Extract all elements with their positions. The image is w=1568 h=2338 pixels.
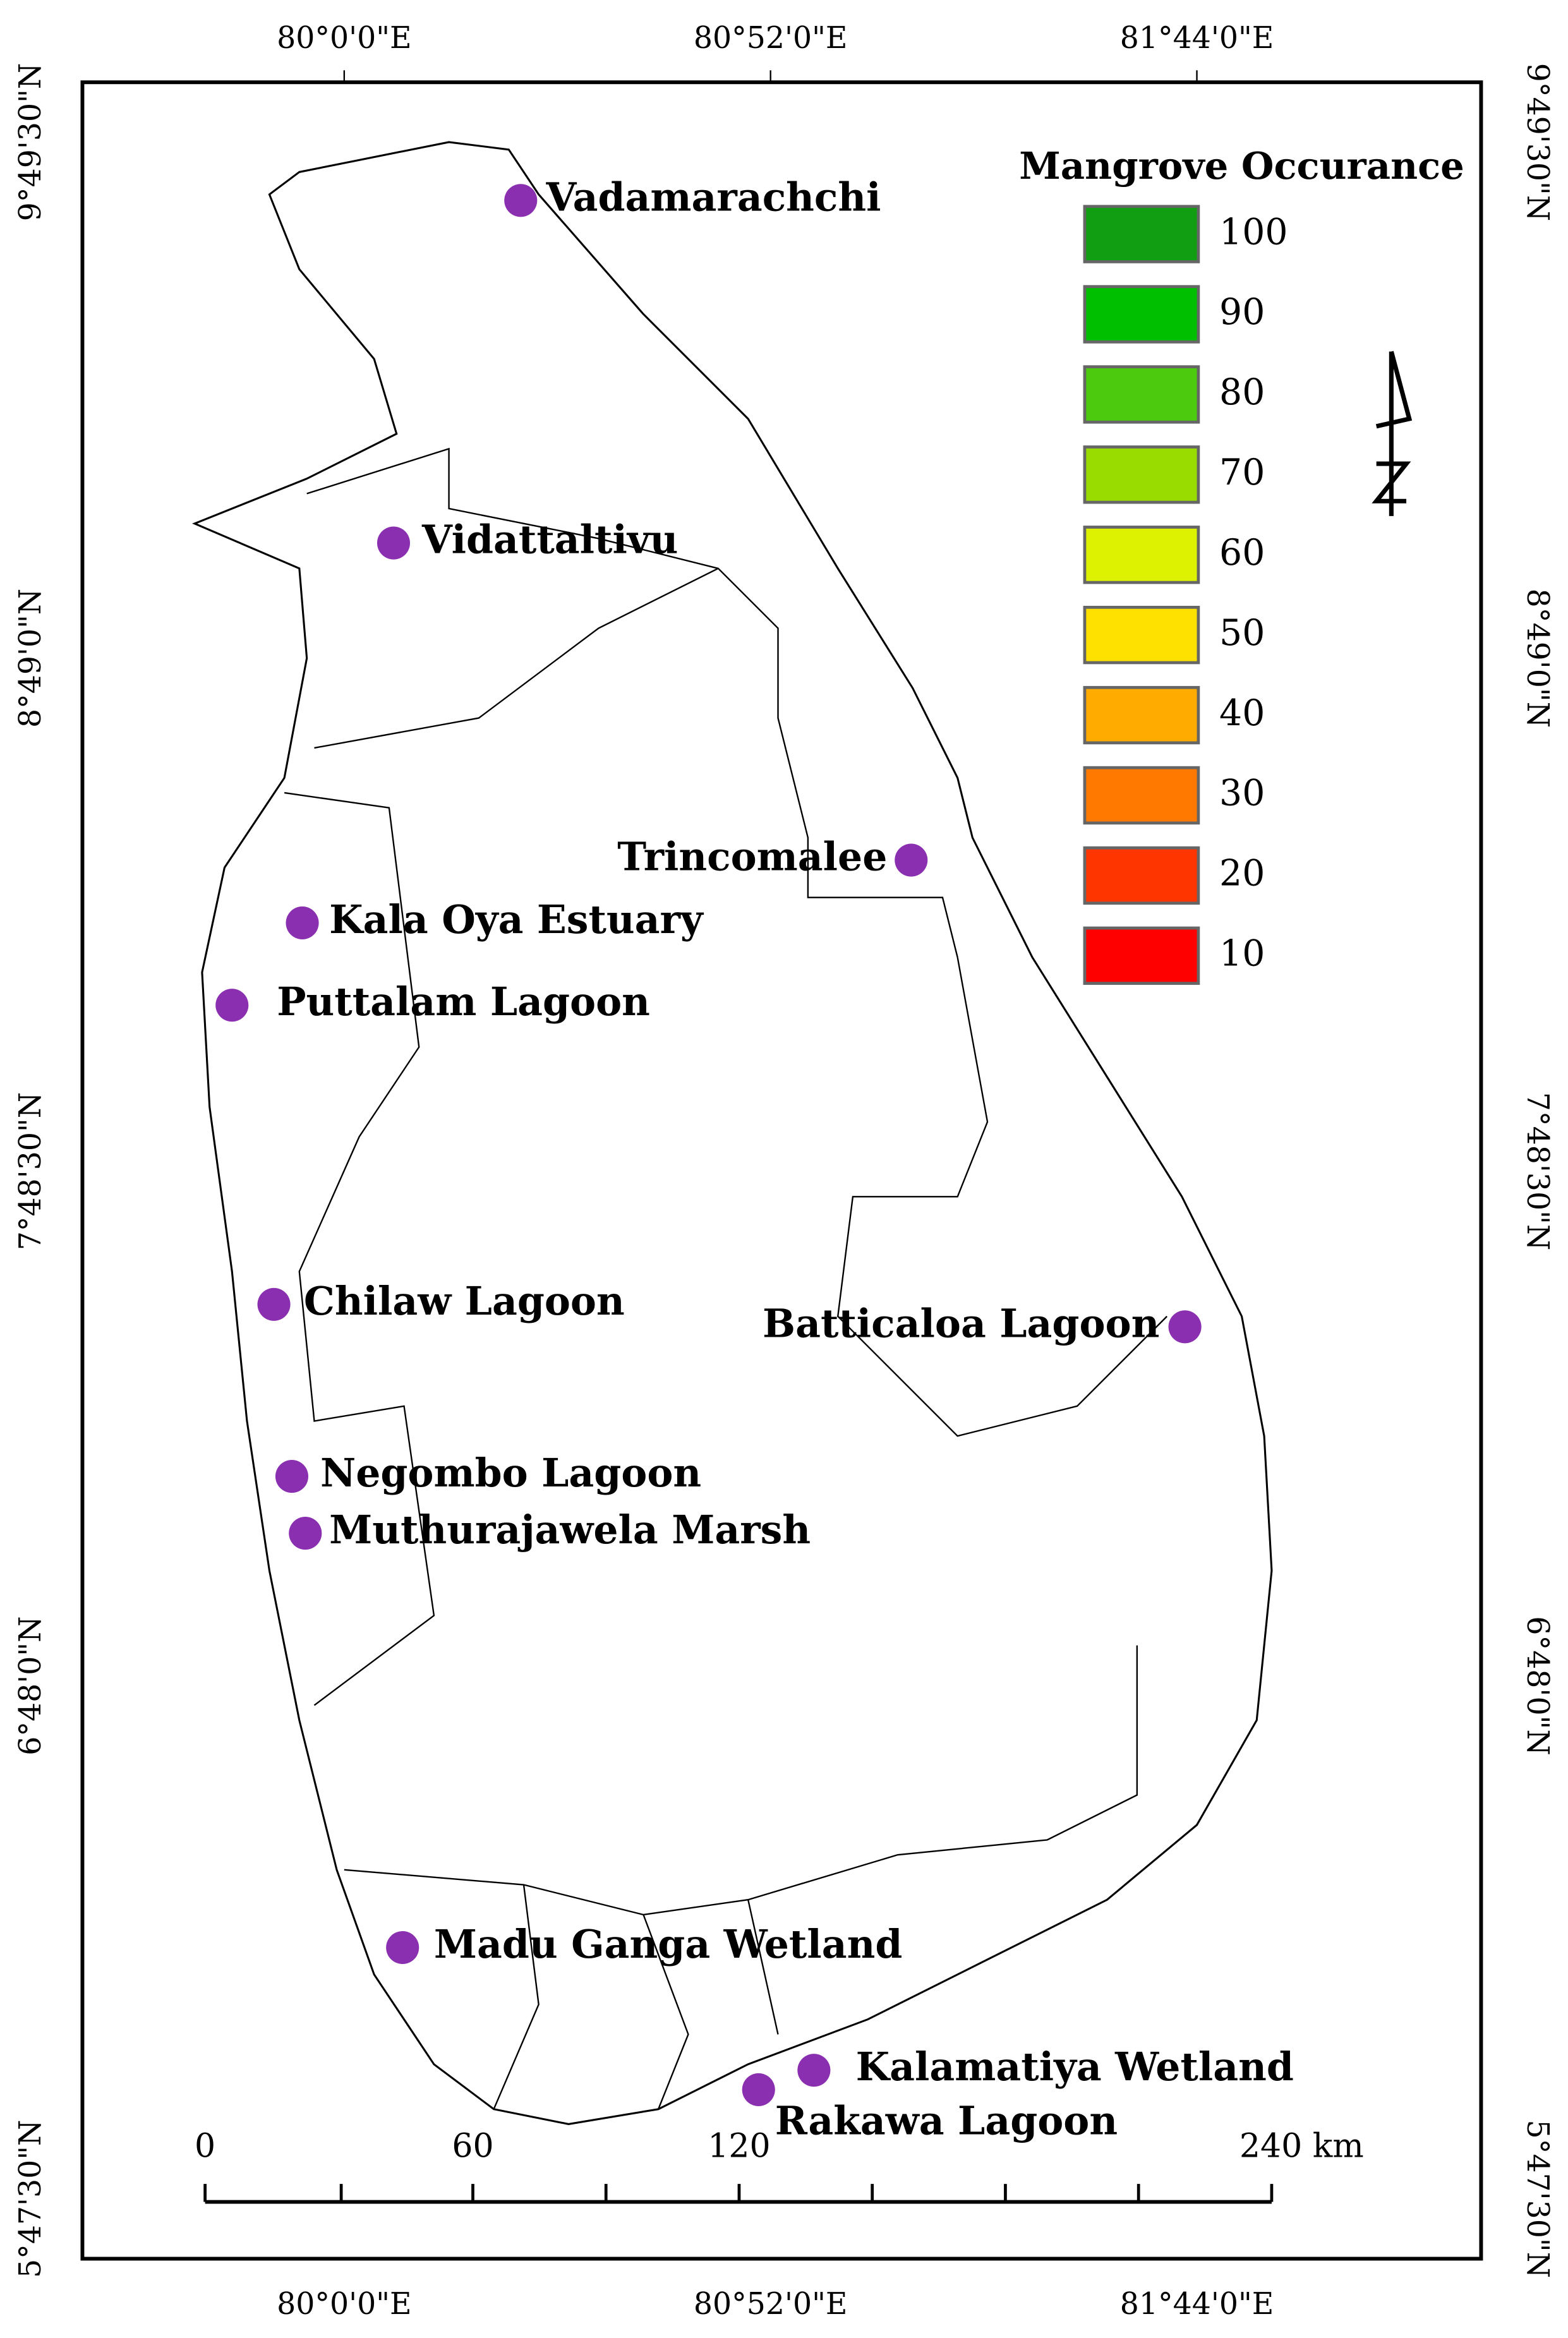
scale-label: 120 <box>708 2127 770 2165</box>
site-label: Rakawa Lagoon <box>775 2097 1118 2143</box>
legend-swatch <box>1083 526 1200 584</box>
legend: Mangrove Occurance 100 90 80 70 60 50 40 30 20 10 <box>1019 143 1464 985</box>
legend-label: 60 <box>1219 532 1265 574</box>
longitude-label: 80°52'0"E <box>694 2287 848 2322</box>
legend-swatch <box>1083 285 1200 344</box>
map-frame <box>80 80 1483 2261</box>
boundary <box>284 792 435 1706</box>
site-marker <box>275 1460 309 1493</box>
legend-label: 100 <box>1219 211 1288 253</box>
site-marker <box>504 184 538 217</box>
latitude-label: 7°48'30"N <box>13 1092 48 1251</box>
site-label: Puttalam Lagoon <box>277 979 650 1025</box>
legend-swatch <box>1083 926 1200 985</box>
boundary <box>306 447 958 958</box>
site-marker <box>377 526 411 560</box>
north-arrow <box>1372 351 1413 516</box>
site-marker <box>386 1931 419 1965</box>
north-arrow-shape <box>1372 351 1413 516</box>
latitude-label: 6°48'0"N <box>1520 1616 1555 1755</box>
latitude-label: 7°48'30"N <box>1520 1092 1555 1251</box>
site-label: Batticaloa Lagoon <box>763 1300 1159 1346</box>
boundary <box>836 957 1168 1437</box>
site-marker <box>895 843 928 877</box>
scale-label: 240 km <box>1239 2127 1364 2165</box>
scale-label: 60 <box>452 2127 493 2165</box>
site-label: Kala Oya Estuary <box>329 896 704 943</box>
longitude-label: 80°0'0"E <box>277 21 412 56</box>
site-label: Muthurajawela Marsh <box>329 1507 811 1553</box>
labels: 80°0'0"E 80°0'0"E 80°52'0"E 80°52'0"E 81°44'… <box>13 21 1555 2322</box>
site-label: Negombo Lagoon <box>320 1450 701 1496</box>
legend-label: 80 <box>1219 371 1265 413</box>
legend-title: Mangrove Occurance <box>1019 143 1464 188</box>
latitude-label: 9°49'30"N <box>13 63 48 222</box>
legend-swatch <box>1083 445 1200 504</box>
site-marker <box>1168 1310 1202 1344</box>
legend-label: 90 <box>1219 291 1265 333</box>
site-marker <box>215 989 249 1022</box>
latitude-label: 6°48'0"N <box>13 1616 48 1755</box>
legend-label: 20 <box>1219 853 1265 895</box>
district-boundaries <box>284 447 1168 2110</box>
boundary <box>314 567 719 749</box>
site-marker <box>286 906 319 940</box>
legend-label: 30 <box>1219 773 1265 814</box>
boundary <box>493 1884 779 2110</box>
scale-label: 0 <box>195 2127 215 2165</box>
site-label: Chilaw Lagoon <box>304 1278 625 1324</box>
site-label: Madu Ganga Wetland <box>434 1921 902 1967</box>
longitude-label: 80°0'0"E <box>277 2287 412 2322</box>
legend-swatch <box>1083 365 1200 424</box>
legend-label: 40 <box>1219 692 1265 734</box>
legend-swatch <box>1083 685 1200 745</box>
latitude-label: 8°49'0"N <box>13 589 48 728</box>
latitude-label: 5°47'30"N <box>13 2120 48 2279</box>
longitude-label: 80°52'0"E <box>694 21 848 56</box>
legend-label: 10 <box>1219 933 1265 975</box>
legend-swatch <box>1083 605 1200 665</box>
site-label: Trincomalee <box>617 834 887 880</box>
site-label: Vidattaltivu <box>421 517 678 563</box>
longitude-label: 81°44'0"E <box>1120 2287 1274 2322</box>
site-marker <box>797 2054 831 2087</box>
latitude-label: 8°49'0"N <box>1520 589 1555 728</box>
site-marker <box>742 2073 775 2106</box>
legend-swatch <box>1083 846 1200 905</box>
longitude-label: 81°44'0"E <box>1120 21 1274 56</box>
legend-swatch <box>1083 205 1200 263</box>
latitude-label: 5°47'30"N <box>1520 2120 1555 2279</box>
boundary <box>344 1645 1138 1916</box>
legend-label: 70 <box>1219 452 1265 493</box>
latitude-label: 9°49'30"N <box>1520 63 1555 222</box>
legend-swatch <box>1083 766 1200 825</box>
legend-label: 50 <box>1219 612 1265 654</box>
site-label: Kalamatiya Wetland <box>856 2044 1294 2090</box>
site-marker <box>289 1517 322 1550</box>
site-label: Vadamarachchi <box>546 174 881 220</box>
site-marker <box>257 1287 291 1321</box>
